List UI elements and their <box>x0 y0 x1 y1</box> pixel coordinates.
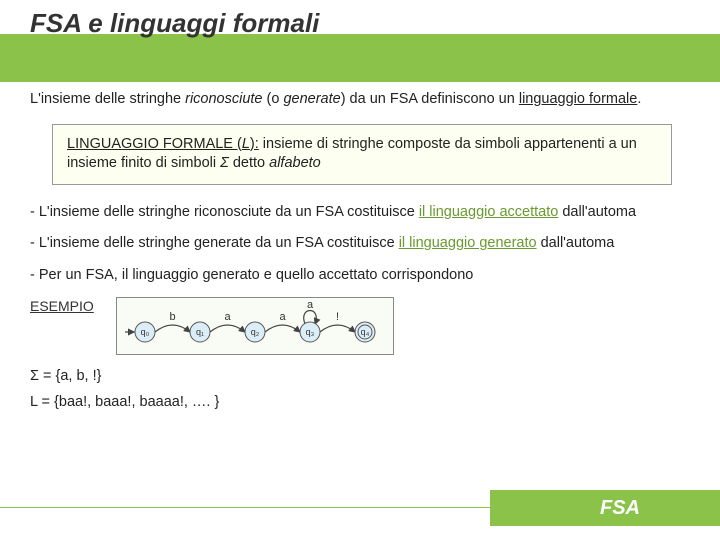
slide-title: FSA e linguaggi formali <box>30 8 319 39</box>
content-area: L'insieme delle stringhe riconosciute (o… <box>30 90 690 413</box>
svg-text:a: a <box>279 311 286 323</box>
def-alfabeto: alfabeto <box>269 155 321 171</box>
footer-line <box>0 507 490 508</box>
def-L: L <box>242 136 250 152</box>
bullet-1: - L'insieme delle stringhe riconosciute … <box>30 203 690 223</box>
sigma-line: Σ = {a, b, !} <box>30 367 690 387</box>
svg-text:q₃: q₃ <box>305 327 314 337</box>
intro-generate: generate <box>283 91 340 107</box>
svg-text:q₂: q₂ <box>251 327 260 337</box>
fsa-diagram: b a a! a q₀ q₁ q₂ q₃ q₄ <box>125 302 385 350</box>
svg-text:!: ! <box>336 311 339 323</box>
svg-text:q₁: q₁ <box>196 327 204 337</box>
b2-b: il linguaggio generato <box>399 235 537 251</box>
svg-text:b: b <box>169 311 175 323</box>
intro-riconosciute: riconosciute <box>185 91 262 107</box>
fsa-graph-box: b a a! a q₀ q₁ q₂ q₃ q₄ <box>116 297 394 355</box>
def-label: LINGUAGGIO FORMALE (L): <box>67 136 259 152</box>
b2-a: - L'insieme delle stringhe generate da u… <box>30 235 399 251</box>
bullet-3: - Per un FSA, il linguaggio generato e q… <box>30 266 690 286</box>
intro-text: L'insieme delle stringhe <box>30 91 185 107</box>
definition-box: LINGUAGGIO FORMALE (L): insieme di strin… <box>52 124 672 185</box>
def-text-b: detto <box>229 155 269 171</box>
esempio-label: ESEMPIO <box>30 297 94 316</box>
svg-text:q₄: q₄ <box>360 327 369 337</box>
footer-text: FSA <box>600 497 640 520</box>
L-line: L = {baa!, baaa!, baaaa!, …. } <box>30 393 690 413</box>
b1-c: dall'automa <box>558 204 636 220</box>
svg-text:q₀: q₀ <box>140 327 149 337</box>
def-sigma: Σ <box>220 155 229 171</box>
def-label-b: ): <box>250 136 259 152</box>
def-label-a: LINGUAGGIO FORMALE ( <box>67 136 242 152</box>
example-row: ESEMPIO b a a! a q₀ q₁ q₂ q₃ q₄ <box>30 297 690 355</box>
intro-linguaggio-formale: linguaggio formale <box>519 91 638 107</box>
b2-c: dall'automa <box>537 235 615 251</box>
bullet-2: - L'insieme delle stringhe generate da u… <box>30 234 690 254</box>
b1-a: - L'insieme delle stringhe riconosciute … <box>30 204 419 220</box>
intro-paragraph: L'insieme delle stringhe riconosciute (o… <box>30 90 690 110</box>
header-bar <box>0 34 720 82</box>
svg-text:a: a <box>307 302 314 311</box>
svg-text:a: a <box>224 311 231 323</box>
intro-dot: . <box>637 91 641 107</box>
b1-b: il linguaggio accettato <box>419 204 558 220</box>
intro-text2: (o <box>262 91 283 107</box>
intro-text3: ) da un FSA definiscono un <box>341 91 519 107</box>
